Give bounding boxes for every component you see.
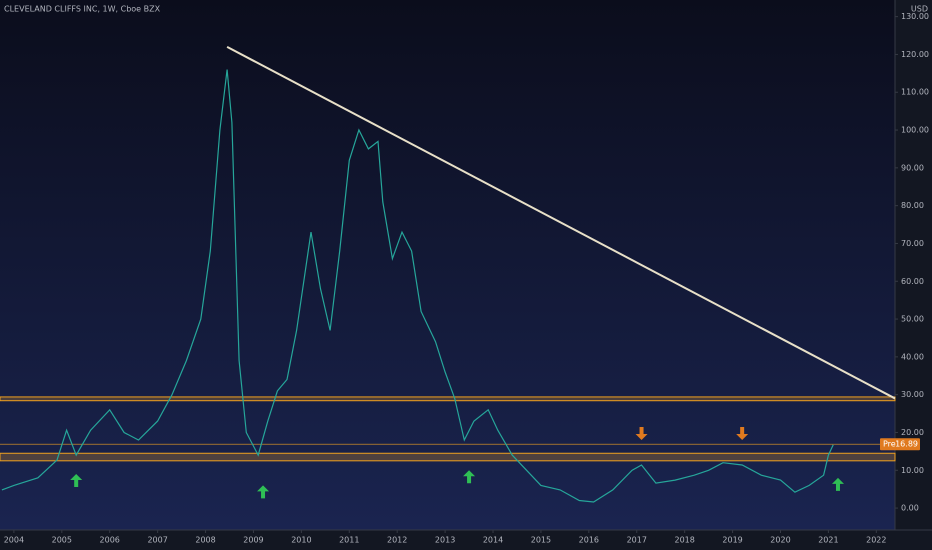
x-tick-label: 2019 (722, 536, 742, 545)
arrow (257, 485, 270, 499)
x-tick-label: 2004 (4, 536, 24, 545)
chart-title: CLEVELAND CLIFFS INC, 1W, Cboe BZX (4, 5, 161, 14)
price-label-text: Pre (883, 440, 896, 449)
arrow (635, 427, 648, 441)
x-tick-label: 2006 (100, 536, 120, 545)
x-tick-label: 2011 (339, 536, 359, 545)
y-tick-label: 90.00 (901, 163, 924, 172)
price-label-value: 16.89 (895, 440, 918, 449)
arrow (463, 470, 476, 484)
trendline (226, 45, 896, 400)
y-tick-label: 20.00 (901, 428, 924, 437)
x-tick-label: 2009 (243, 536, 263, 545)
y-tick-label: 100.00 (901, 126, 929, 135)
y-unit: USD (911, 5, 928, 14)
x-axis-background (0, 530, 895, 550)
y-tick-label: 70.00 (901, 239, 924, 248)
x-tick-label: 2022 (866, 536, 886, 545)
y-tick-label: 10.00 (901, 466, 924, 475)
y-tick-label: 130.00 (901, 12, 929, 21)
x-tick-label: 2017 (627, 536, 647, 545)
arrow (736, 427, 749, 441)
x-tick-label: 2008 (195, 536, 215, 545)
y-axis-background (895, 0, 932, 550)
y-tick-label: 30.00 (901, 390, 924, 399)
y-tick-label: 50.00 (901, 315, 924, 324)
price-line (1, 69, 834, 503)
arrow (831, 477, 844, 491)
x-tick-label: 2010 (291, 536, 311, 545)
zone (0, 452, 896, 462)
x-tick-label: 2005 (52, 536, 72, 545)
x-tick-label: 2007 (147, 536, 167, 545)
x-tick-label: 2014 (483, 536, 503, 545)
x-tick-label: 2013 (435, 536, 455, 545)
y-tick-label: 60.00 (901, 277, 924, 286)
y-tick-label: 40.00 (901, 352, 924, 361)
y-tick-label: 120.00 (901, 50, 929, 59)
x-tick-label: 2016 (579, 536, 599, 545)
price-label-box (880, 438, 920, 451)
arrow (70, 474, 83, 488)
x-tick-label: 2020 (770, 536, 790, 545)
x-tick-label: 2021 (818, 536, 838, 545)
zone (0, 396, 896, 402)
x-tick-label: 2018 (674, 536, 694, 545)
plot-background (0, 0, 895, 530)
y-tick-label: 0.00 (901, 504, 919, 513)
x-tick-label: 2015 (531, 536, 551, 545)
x-tick-label: 2012 (387, 536, 407, 545)
y-tick-label: 110.00 (901, 88, 929, 97)
y-tick-label: 80.00 (901, 201, 924, 210)
